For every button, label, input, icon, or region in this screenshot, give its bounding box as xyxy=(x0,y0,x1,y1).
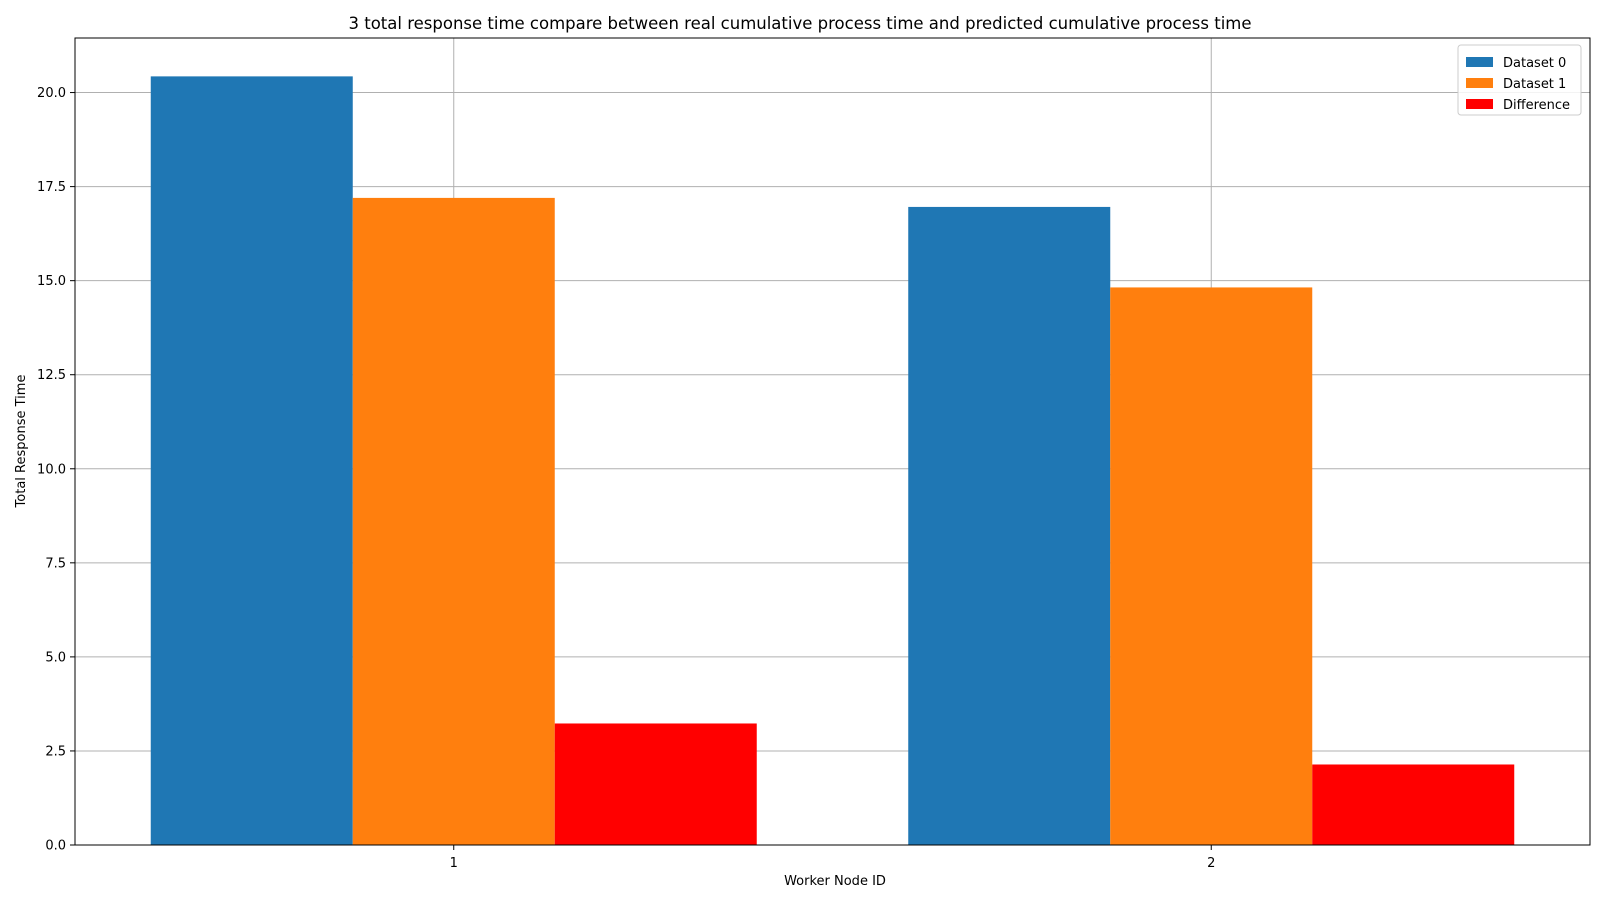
legend: Dataset 0 Dataset 1 Difference xyxy=(1457,44,1582,116)
legend-label: Dataset 1 xyxy=(1503,77,1566,92)
y-tick-label: 15.0 xyxy=(37,274,66,289)
y-axis-label: Total Response Time xyxy=(14,375,29,509)
y-tick-label: 12.5 xyxy=(37,368,66,383)
bar-dataset-0-1 xyxy=(150,76,353,846)
legend-swatch xyxy=(1466,99,1493,109)
bar-difference-2 xyxy=(1312,764,1515,845)
bar-difference-1 xyxy=(554,723,757,845)
bar-dataset-0-2 xyxy=(908,206,1111,846)
y-tick-label: 10.0 xyxy=(37,462,66,477)
chart-title: 3 total response time compare between re… xyxy=(348,14,1251,33)
y-tick-label: 7.5 xyxy=(45,556,66,571)
axes-frame xyxy=(74,37,1591,846)
y-tick-label: 20.0 xyxy=(37,86,66,101)
legend-label: Dataset 0 xyxy=(1503,56,1566,71)
bar-dataset-1-1 xyxy=(352,197,555,845)
y-tick-label: 17.5 xyxy=(37,180,66,195)
legend-swatch xyxy=(1466,78,1493,88)
x-tick-label: 1 xyxy=(450,856,458,871)
x-axis-label: Worker Node ID xyxy=(784,874,886,889)
plot-area: 0.0 2.5 5.0 7.5 10.0 12.5 15.0 17.5 20.0 1 2 xyxy=(37,37,1591,871)
legend-label: Difference xyxy=(1503,98,1570,113)
y-tick-label: 0.0 xyxy=(45,839,66,854)
bar-dataset-1-2 xyxy=(1110,287,1313,845)
x-tick-label: 2 xyxy=(1207,856,1215,871)
y-tick-label: 2.5 xyxy=(45,744,66,759)
legend-swatch xyxy=(1466,57,1493,67)
y-tick-label: 5.0 xyxy=(45,650,66,665)
